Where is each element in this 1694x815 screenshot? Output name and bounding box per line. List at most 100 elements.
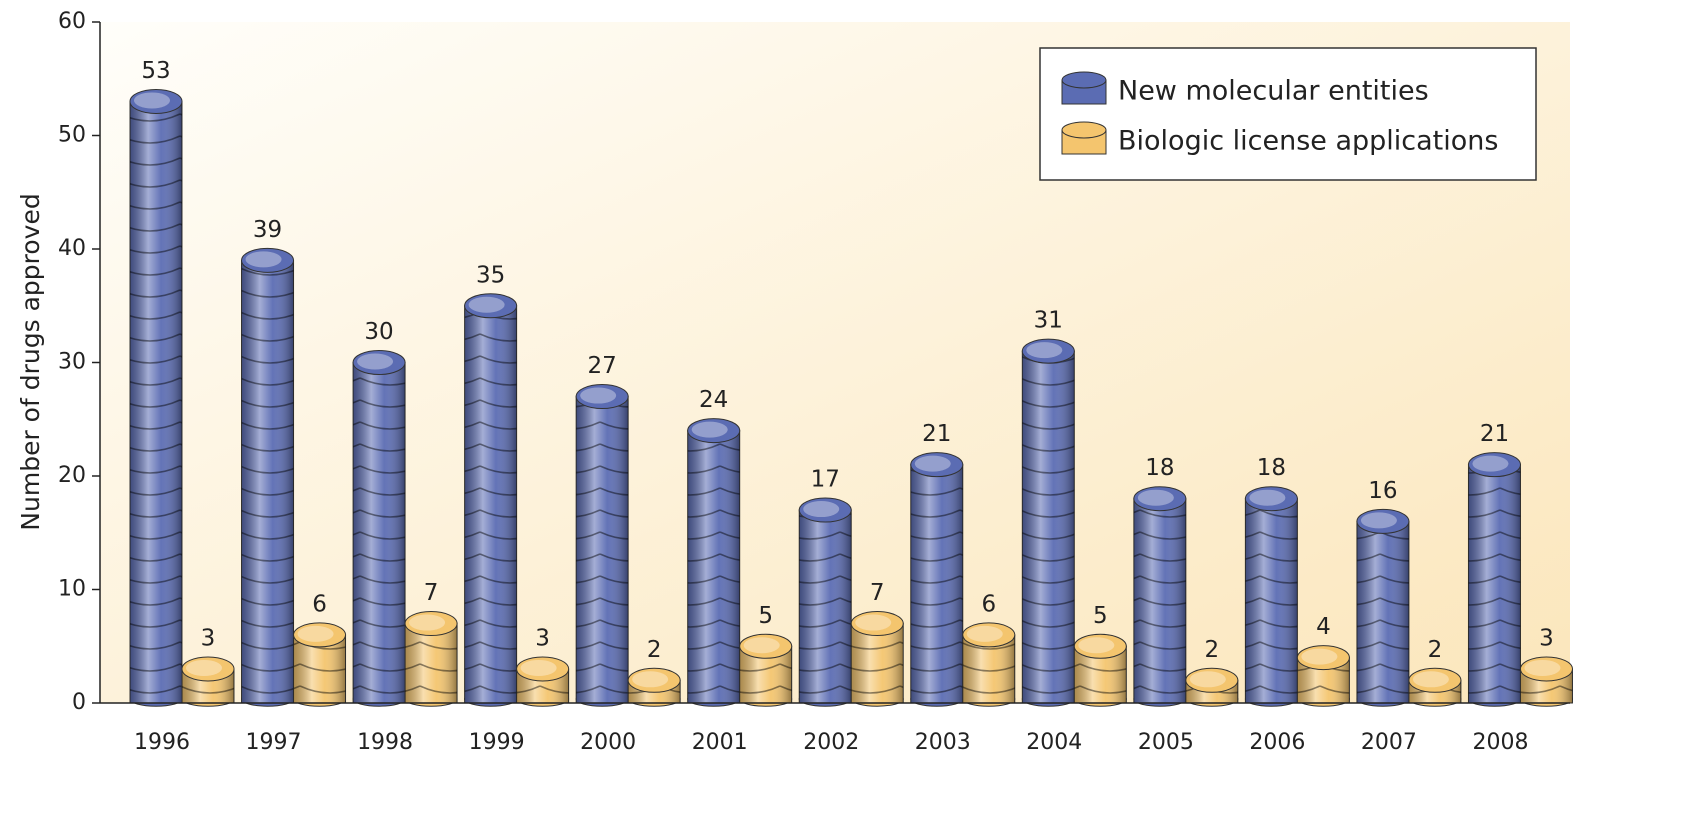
bar-top-highlight	[691, 421, 728, 438]
bar-pills	[464, 305, 517, 703]
bar-top-highlight	[1412, 671, 1449, 688]
bar-top	[464, 293, 518, 319]
bar-top-highlight	[409, 614, 446, 631]
bar-pills	[576, 396, 629, 703]
bar-top	[352, 350, 406, 375]
x-tick-label: 2001	[692, 730, 748, 755]
legend-label: Biologic license applications	[1118, 126, 1498, 157]
y-tick-label: 30	[58, 350, 86, 375]
legend-swatch-top	[1061, 121, 1107, 139]
bar-pills	[241, 260, 294, 703]
bar-pills	[1022, 351, 1075, 703]
y-tick-label: 0	[72, 690, 86, 715]
bar-pills	[130, 101, 182, 703]
y-tick-label: 40	[58, 236, 86, 261]
bar-top-highlight	[134, 92, 170, 109]
value-label: 3	[201, 625, 216, 651]
y-axis-title: Number of drugs approved	[16, 193, 45, 530]
x-tick-label: 2003	[915, 730, 971, 755]
value-label: 3	[535, 625, 550, 651]
bar-top	[293, 622, 347, 648]
value-label: 6	[981, 591, 996, 617]
y-tick-label: 50	[58, 123, 86, 148]
value-label: 5	[1093, 603, 1108, 629]
bar-top	[1021, 338, 1075, 364]
value-label: 17	[811, 467, 840, 493]
bar-top-highlight	[803, 501, 840, 518]
x-tick-label: 1998	[357, 730, 413, 755]
bar-top	[129, 88, 183, 114]
bar-top	[850, 611, 904, 637]
value-label: 39	[253, 217, 282, 243]
bar-top-highlight	[1360, 512, 1397, 529]
bar-top-highlight	[1026, 342, 1063, 359]
x-tick-label: 2000	[580, 730, 636, 755]
value-label: 21	[1480, 421, 1509, 447]
bar-pills	[910, 464, 963, 703]
bar-top	[575, 384, 629, 410]
bar-top-highlight	[297, 625, 334, 642]
bar-top	[739, 633, 793, 659]
value-label: 53	[141, 58, 170, 84]
x-tick-label: 2006	[1249, 730, 1305, 755]
bar-top	[962, 622, 1016, 648]
x-tick-label: 2005	[1138, 730, 1194, 755]
legend-label: New molecular entities	[1118, 76, 1429, 107]
legend-swatch-top	[1061, 71, 1107, 89]
x-tick-label: 1996	[134, 730, 190, 755]
bar-top	[1408, 667, 1462, 693]
bar-top	[910, 452, 964, 478]
value-label: 2	[647, 637, 662, 663]
bar-top	[1519, 656, 1573, 682]
value-label: 16	[1368, 478, 1397, 504]
value-label: 27	[588, 353, 617, 379]
y-tick-label: 10	[58, 577, 86, 602]
value-label: 2	[1428, 637, 1443, 663]
y-tick-label: 20	[58, 463, 86, 488]
bar-top-highlight	[357, 353, 394, 370]
value-label: 30	[364, 319, 393, 345]
bar-pills	[1245, 498, 1298, 703]
value-label: 5	[758, 603, 773, 629]
bar-top	[1467, 452, 1521, 478]
bar-top-highlight	[468, 296, 505, 313]
bar-top	[627, 667, 681, 693]
x-tick-label: 2002	[803, 730, 859, 755]
bar-top-highlight	[855, 614, 892, 631]
bar-top-highlight	[743, 637, 780, 654]
bar-top	[687, 418, 741, 444]
bar-pills	[405, 623, 458, 703]
bar-pills	[353, 362, 406, 703]
bar-top-highlight	[1189, 671, 1226, 688]
bar-top-highlight	[1137, 489, 1174, 506]
bar-top-highlight	[186, 659, 222, 676]
bar-top	[1244, 486, 1298, 512]
value-label: 24	[699, 387, 728, 413]
bar-pills	[687, 430, 740, 703]
bar-top-highlight	[914, 455, 951, 472]
bar-top-highlight	[1078, 637, 1115, 654]
y-tick-label: 60	[58, 9, 86, 34]
value-label: 3	[1539, 625, 1554, 651]
x-tick-label: 2008	[1472, 730, 1528, 755]
bar-top	[516, 656, 570, 682]
bar-top-highlight	[1472, 455, 1509, 472]
bar-pills	[1356, 521, 1409, 703]
value-label: 18	[1257, 455, 1286, 481]
bar-top-highlight	[580, 387, 617, 404]
bar-top	[1185, 667, 1239, 693]
x-tick-label: 1997	[246, 730, 302, 755]
bar-top	[404, 611, 458, 637]
bar-top	[181, 656, 235, 682]
value-label: 7	[424, 580, 439, 606]
bar-pills	[851, 623, 904, 703]
bar-pills	[1133, 498, 1186, 703]
bar-top-highlight	[520, 659, 557, 676]
value-label: 35	[476, 262, 505, 288]
legend-box	[1039, 47, 1537, 181]
value-label: 31	[1034, 308, 1063, 334]
bar-top	[1356, 508, 1410, 534]
bar-top-highlight	[1301, 648, 1338, 665]
x-tick-label: 1999	[469, 730, 525, 755]
